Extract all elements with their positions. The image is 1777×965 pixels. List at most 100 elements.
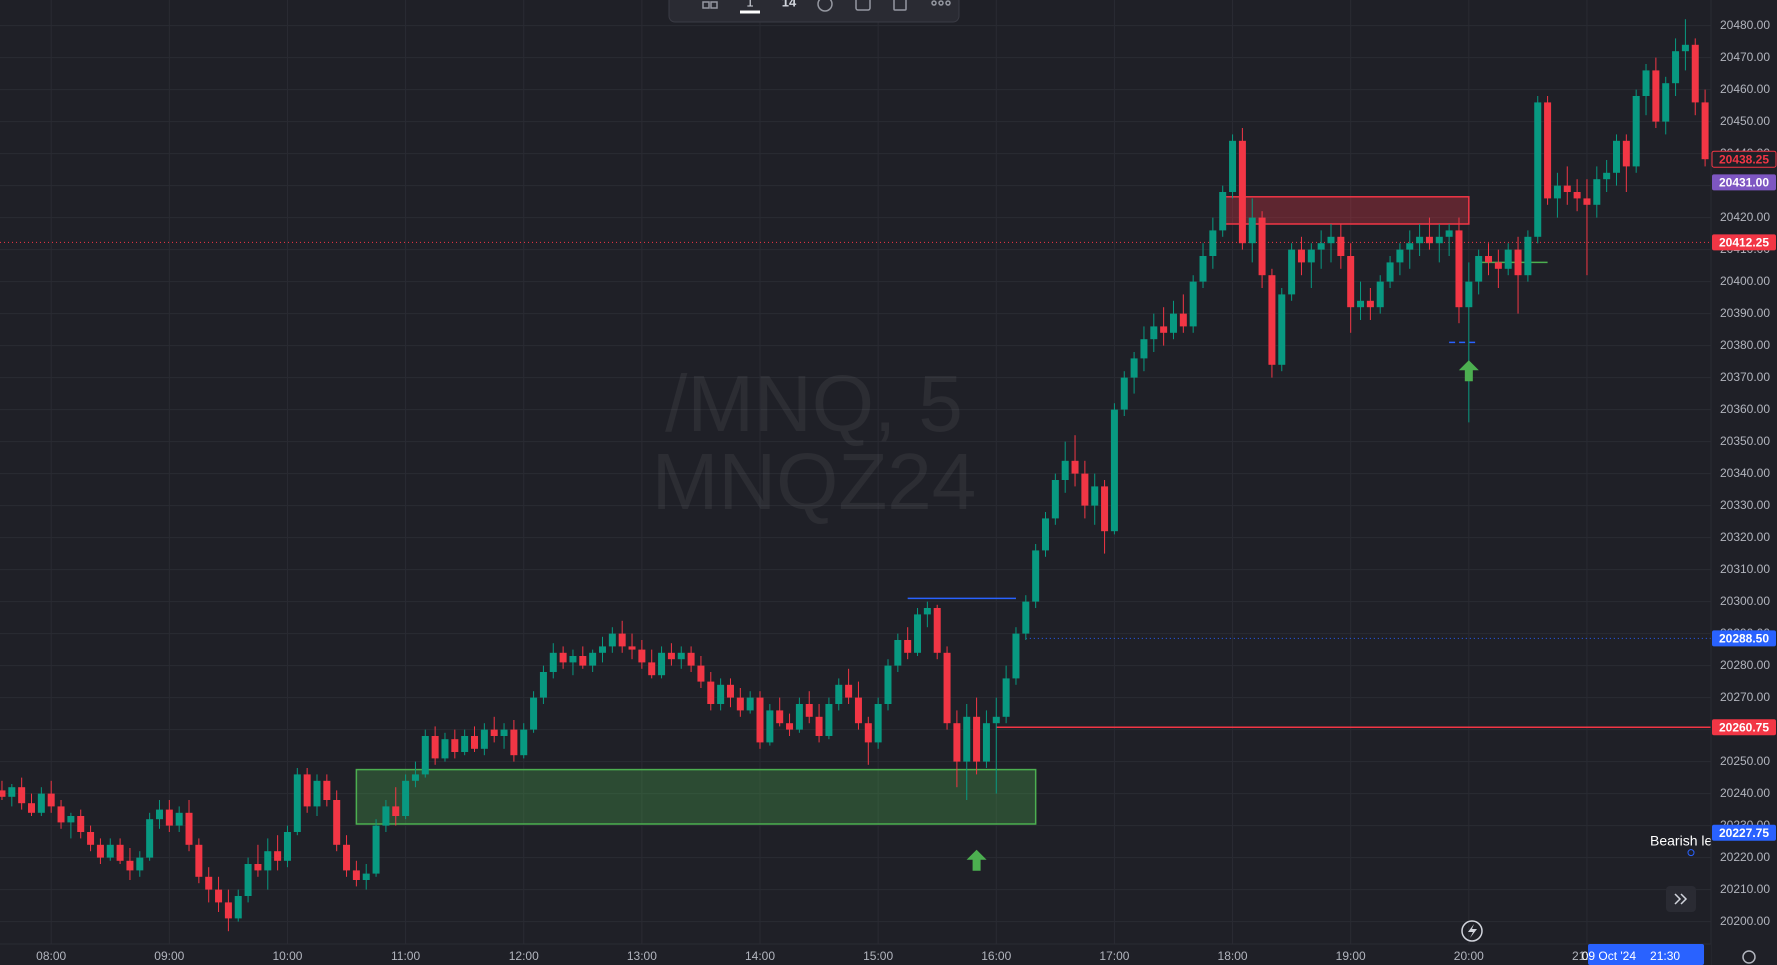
price-label-bg bbox=[1712, 174, 1776, 191]
watermark: /MNQ, 5 bbox=[665, 359, 963, 448]
candle-body bbox=[1504, 249, 1512, 269]
candle-body bbox=[67, 816, 75, 823]
icon-settings[interactable] bbox=[817, 0, 833, 12]
candle-body bbox=[1553, 185, 1561, 199]
candle-body bbox=[874, 704, 882, 743]
candle-body bbox=[1209, 230, 1217, 256]
candle-body bbox=[608, 633, 616, 647]
scroll-icon bbox=[1674, 893, 1688, 905]
x-tick-label: 15:00 bbox=[863, 949, 893, 963]
candle-body bbox=[648, 662, 656, 676]
candle-body bbox=[1514, 249, 1522, 276]
price-label: 20431.00 bbox=[1719, 176, 1769, 190]
signal-arrow bbox=[1458, 360, 1479, 382]
candle-body bbox=[165, 809, 173, 826]
candle-body bbox=[963, 716, 971, 762]
candle-body bbox=[1042, 518, 1050, 551]
candle-body bbox=[1229, 140, 1237, 192]
candle-body bbox=[37, 793, 45, 813]
replay-button[interactable] bbox=[1461, 920, 1483, 942]
candle-body bbox=[707, 681, 715, 704]
interval-button[interactable]: 1 bbox=[746, 0, 753, 9]
y-tick-label: 20400.00 bbox=[1720, 274, 1770, 288]
candle-body bbox=[490, 729, 498, 736]
candle-body bbox=[943, 652, 951, 724]
candle-body bbox=[1386, 262, 1394, 282]
candle-body bbox=[1002, 678, 1010, 717]
candle-body bbox=[1435, 236, 1443, 244]
candle-body bbox=[1632, 96, 1640, 167]
count-button[interactable]: 14 bbox=[782, 0, 797, 9]
candle-body bbox=[333, 800, 341, 845]
candle-body bbox=[1091, 486, 1099, 506]
x-tick-label: 19:00 bbox=[1336, 949, 1366, 963]
candle-body bbox=[746, 697, 754, 711]
candle-body bbox=[559, 652, 567, 663]
y-tick-label: 20300.00 bbox=[1720, 594, 1770, 608]
candle-body bbox=[1199, 256, 1207, 282]
candle-body bbox=[441, 739, 449, 759]
icon-indicators[interactable] bbox=[702, 1, 710, 9]
candle-body bbox=[461, 736, 469, 752]
x-tick-label: 18:00 bbox=[1218, 949, 1248, 963]
candle-body bbox=[1475, 256, 1483, 282]
candle-body bbox=[185, 812, 193, 845]
x-tick-label: 20:00 bbox=[1454, 949, 1484, 963]
candle-body bbox=[1288, 249, 1296, 295]
icon-alert[interactable] bbox=[855, 0, 871, 11]
icon-replay[interactable] bbox=[893, 0, 907, 11]
y-tick-label: 20220.00 bbox=[1720, 850, 1770, 864]
price-label: 20260.75 bbox=[1719, 720, 1769, 734]
candle-body bbox=[96, 844, 104, 858]
candle-body bbox=[195, 844, 203, 877]
candle-body bbox=[1524, 236, 1532, 276]
candle-body bbox=[786, 723, 794, 730]
candle-body bbox=[658, 652, 666, 676]
candle-body bbox=[323, 780, 331, 800]
candle-body bbox=[1465, 281, 1473, 308]
replay-icon bbox=[1468, 924, 1477, 938]
candle-body bbox=[549, 652, 557, 672]
annotation-dot bbox=[1687, 849, 1695, 857]
candle-body bbox=[1140, 339, 1148, 359]
price-label: 20412.25 bbox=[1719, 236, 1769, 250]
candle-body bbox=[1416, 236, 1424, 244]
candle-body bbox=[392, 806, 400, 816]
candle-body bbox=[126, 860, 134, 871]
candle-body bbox=[106, 844, 114, 858]
candle-body bbox=[1268, 275, 1276, 365]
candle-body bbox=[244, 864, 252, 896]
candle-body bbox=[57, 806, 65, 823]
icon-more[interactable] bbox=[931, 0, 937, 6]
y-tick-label: 20360.00 bbox=[1720, 402, 1770, 416]
candle-body bbox=[175, 812, 183, 826]
candle-body bbox=[638, 649, 646, 663]
candle-body bbox=[854, 697, 862, 724]
price-label-bg bbox=[1712, 824, 1776, 841]
candle-body bbox=[805, 704, 813, 717]
candle-body bbox=[992, 716, 1000, 724]
candle-body bbox=[530, 697, 538, 730]
candle-body bbox=[766, 710, 774, 743]
candle-body bbox=[224, 902, 232, 919]
candle-body bbox=[1593, 179, 1601, 205]
x-tick-label: 16:00 bbox=[981, 949, 1011, 963]
candle-body bbox=[736, 697, 744, 711]
candle-body bbox=[18, 787, 26, 804]
candle-body bbox=[1150, 326, 1158, 340]
y-tick-label: 20470.00 bbox=[1720, 50, 1770, 64]
crosshair-time: 21:30 bbox=[1650, 949, 1680, 963]
settings-button[interactable] bbox=[1742, 950, 1756, 964]
candle-body bbox=[1445, 230, 1453, 237]
candle-body bbox=[1238, 140, 1246, 244]
candle-body bbox=[362, 873, 370, 880]
candle-body bbox=[756, 697, 764, 743]
candle-body bbox=[8, 787, 16, 797]
candle-body bbox=[234, 896, 242, 919]
signal-arrow bbox=[966, 849, 987, 871]
y-tick-label: 20370.00 bbox=[1720, 370, 1770, 384]
candle-body bbox=[628, 646, 636, 650]
candle-body bbox=[382, 806, 390, 826]
candle-body bbox=[667, 652, 675, 660]
candle-body bbox=[864, 723, 872, 743]
